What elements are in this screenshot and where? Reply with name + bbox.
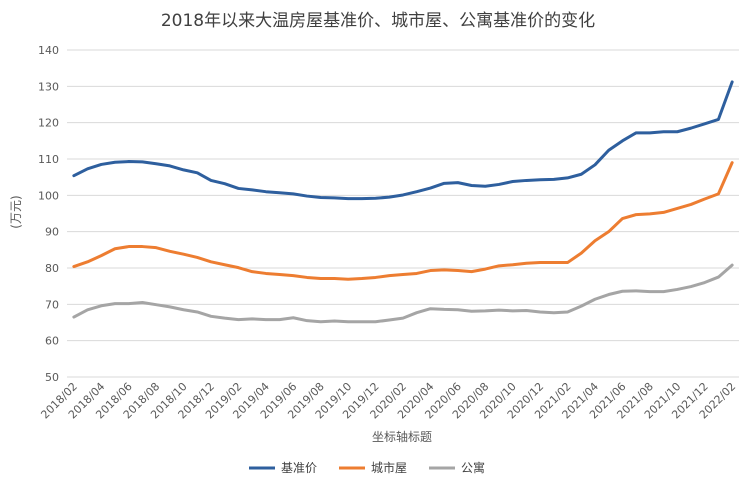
legend-label: 基准价 xyxy=(281,461,317,475)
y-axis-ticks: 50 60 70 80 90 100 110 120 130 140 xyxy=(38,44,59,384)
y-tick-label: 130 xyxy=(38,80,59,93)
series-line-基准价 xyxy=(72,80,734,201)
y-tick-label: 90 xyxy=(45,226,59,239)
y-tick-label: 50 xyxy=(45,371,59,384)
legend-label: 公寓 xyxy=(461,460,485,475)
y-axis-title: (万元) xyxy=(9,195,23,228)
y-tick-label: 80 xyxy=(45,262,59,275)
x-axis-ticks: 2018/022018/042018/062018/082018/102018/… xyxy=(38,380,738,422)
y-tick-label: 120 xyxy=(38,117,59,130)
series-line-公寓 xyxy=(72,263,734,324)
chart-title: 2018年以来大温房屋基准价、城市屋、公寓基准价的变化 xyxy=(161,11,595,31)
x-axis-title: 坐标轴标题 xyxy=(372,429,432,444)
y-tick-label: 100 xyxy=(38,189,59,202)
y-tick-label: 60 xyxy=(45,335,59,348)
series-lines xyxy=(72,80,734,324)
legend: 基准价 城市屋 公寓 xyxy=(249,460,485,475)
y-tick-label: 70 xyxy=(45,298,59,311)
series-line-城市屋 xyxy=(72,161,734,281)
y-tick-label: 140 xyxy=(38,44,59,57)
y-tick-label: 110 xyxy=(38,153,59,166)
legend-label: 城市屋 xyxy=(371,460,407,475)
